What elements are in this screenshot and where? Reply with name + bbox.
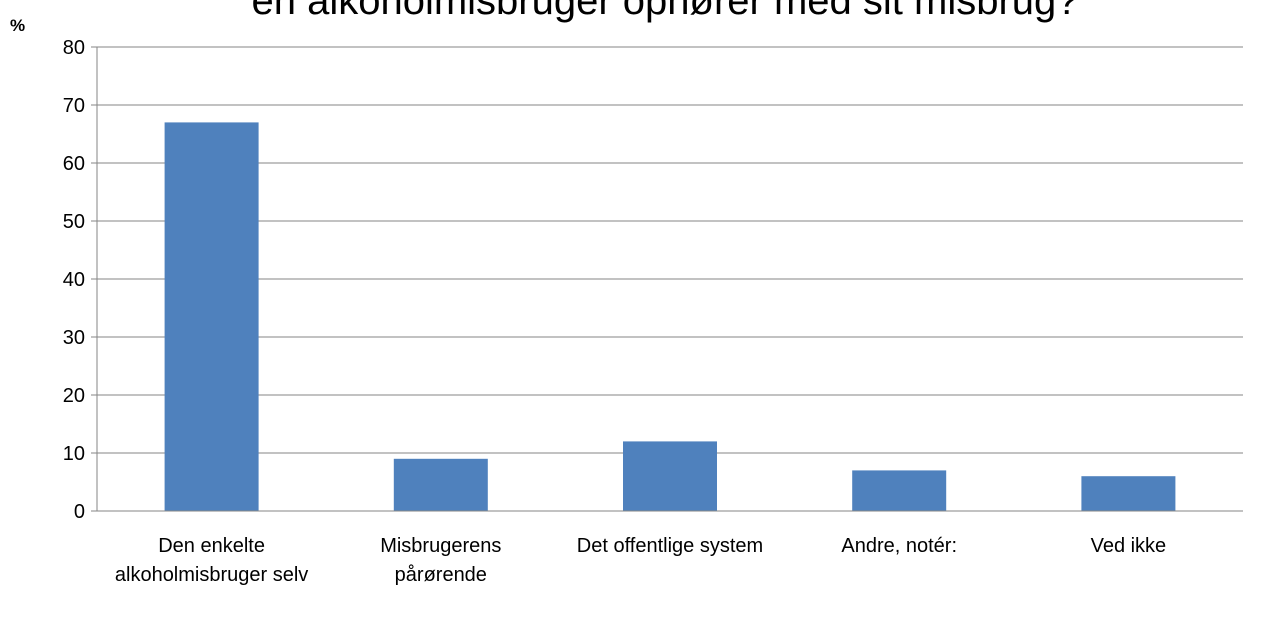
x-tick-label: Den enkelte alkoholmisbruger selv: [114, 535, 309, 586]
chart-title: en alkoholmisbruger ophører med sit misb…: [251, 0, 1078, 23]
y-tick-label: 20: [63, 385, 85, 407]
y-tick-label: 40: [63, 269, 85, 291]
y-tick-label: 60: [63, 153, 85, 175]
y-axis-label: %: [10, 16, 25, 35]
x-tick-label: Det offentlige system: [576, 535, 764, 557]
y-tick-label: 70: [63, 95, 85, 117]
x-tick-label: Ved ikke: [1090, 535, 1167, 557]
y-tick-label: 0: [74, 501, 85, 523]
x-tick-label: Andre, notér:: [841, 535, 957, 557]
y-tick-label: 30: [63, 327, 85, 349]
y-tick-label: 10: [63, 443, 85, 465]
bar: [1081, 476, 1176, 511]
y-tick-label: 50: [63, 211, 85, 233]
bar: [852, 470, 947, 511]
bar: [393, 458, 488, 511]
x-tick-label: Misbrugerens pårørende: [380, 535, 502, 586]
bar: [164, 122, 259, 512]
bar: [623, 441, 717, 511]
y-tick-label: 80: [63, 37, 85, 59]
